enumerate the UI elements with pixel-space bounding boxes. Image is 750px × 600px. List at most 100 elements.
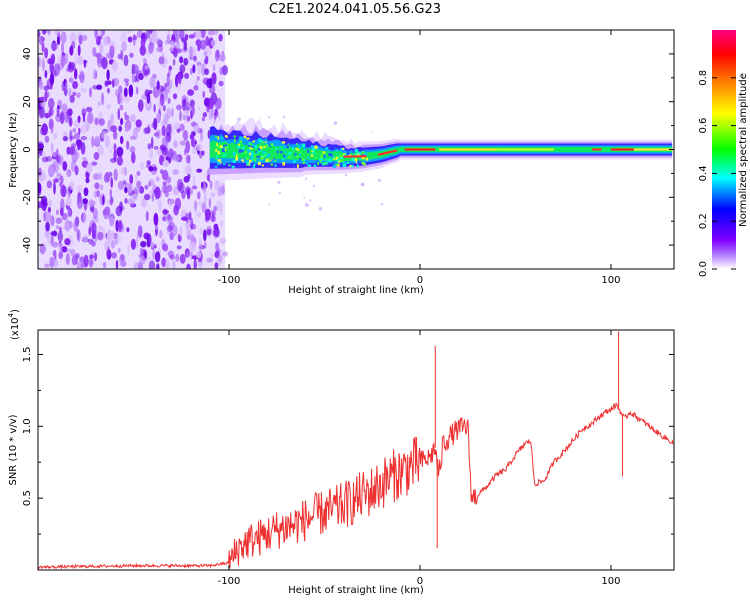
noise-blob: [100, 184, 104, 191]
snr-background: [38, 330, 674, 570]
band-speck: [246, 137, 250, 140]
band-speck: [254, 158, 257, 162]
noise-blob: [104, 241, 108, 251]
band-speck: [298, 153, 302, 156]
band-speck: [294, 159, 298, 162]
noise-blob: [50, 215, 55, 227]
band-speck: [341, 147, 345, 150]
noise-blob: [88, 199, 95, 208]
noise-blob: [41, 123, 48, 136]
band-speck: [266, 156, 269, 159]
noise-blob: [118, 247, 121, 254]
noise-blob: [123, 180, 127, 185]
band-speck: [336, 163, 340, 167]
colorbar-ticks: 0.0 0.2 0.4 0.6 0.8: [698, 70, 736, 277]
noise-blob: [220, 220, 223, 227]
noise-blob: [38, 106, 45, 119]
noise-blob: [82, 211, 87, 224]
noise-blob: [124, 186, 128, 194]
band-speck: [224, 148, 227, 151]
noise-blob: [138, 103, 142, 109]
noise-blob: [210, 39, 216, 47]
noise-blob: [82, 234, 89, 243]
noise-blob: [167, 97, 171, 104]
noise-blob: [185, 103, 191, 108]
noise-blob: [211, 72, 217, 85]
noise-blob: [196, 61, 202, 67]
band-speck: [312, 145, 316, 149]
band-speck: [255, 145, 258, 149]
noise-blob: [161, 185, 165, 193]
noise-blob: [195, 39, 202, 47]
noise-blob: [39, 243, 46, 255]
noise-blob: [44, 47, 48, 59]
band-speck: [346, 161, 350, 164]
noise-blob: [67, 63, 75, 73]
band-speck: [251, 144, 255, 148]
noise-blob: [88, 226, 92, 235]
noise-blob: [64, 238, 71, 246]
noise-blob: [221, 185, 225, 195]
noise-blob: [78, 34, 83, 45]
noise-blob: [101, 57, 108, 70]
band-speck: [356, 164, 359, 168]
noise-blob: [155, 129, 161, 139]
noise-blob: [71, 255, 77, 266]
noise-blob: [93, 152, 100, 160]
spectrogram-axes: -100 0 100 -40 -20 0 20 40: [22, 29, 674, 286]
noise-blob: [191, 185, 198, 190]
noise-blob: [126, 227, 130, 233]
svg-text:(x104): (x104): [7, 309, 21, 340]
noise-blob: [179, 226, 183, 237]
noise-speck: [377, 178, 382, 182]
noise-blob: [109, 216, 115, 227]
band-speck: [258, 147, 261, 151]
noise-blob: [156, 80, 160, 90]
noise-blob: [95, 118, 102, 124]
noise-blob: [204, 57, 209, 65]
noise-blob: [124, 95, 131, 103]
noise-blob: [77, 115, 81, 123]
spectrogram-y-tick-label: 0: [22, 146, 33, 152]
band-speck: [349, 165, 352, 168]
band-speck: [250, 142, 252, 146]
noise-blob: [219, 203, 223, 216]
band-speck: [307, 164, 312, 167]
noise-blob: [147, 124, 151, 134]
band-speck: [219, 134, 221, 139]
band-speck: [224, 135, 228, 138]
noise-speck: [380, 203, 384, 206]
noise-blob: [176, 178, 183, 192]
noise-blob: [154, 186, 161, 200]
band-speck: [359, 160, 362, 164]
noise-blob: [44, 70, 48, 79]
band-speck: [307, 155, 310, 159]
band-speck: [296, 155, 300, 158]
noise-blob: [41, 42, 45, 53]
noise-blob: [54, 30, 61, 37]
noise-blob: [207, 47, 212, 56]
noise-blob: [172, 260, 176, 269]
noise-blob: [45, 221, 50, 232]
band-speck: [297, 148, 300, 151]
noise-blob: [160, 93, 164, 100]
noise-blob: [47, 30, 51, 36]
noise-blob: [69, 31, 77, 44]
noise-blob: [200, 128, 204, 142]
noise-blob: [162, 208, 168, 216]
noise-blob: [183, 130, 188, 141]
noise-blob: [69, 129, 73, 142]
noise-blob: [133, 186, 140, 195]
noise-blob: [62, 184, 65, 197]
noise-blob: [115, 259, 119, 269]
noise-blob: [189, 217, 194, 230]
band-speck: [217, 159, 221, 162]
noise-blob: [164, 82, 170, 88]
noise-blob: [97, 144, 104, 156]
band-speck: [222, 145, 226, 147]
band-speck: [240, 161, 243, 164]
band-speck: [222, 163, 226, 165]
noise-blob: [80, 123, 87, 134]
noise-blob: [214, 262, 219, 269]
noise-speck: [303, 196, 306, 199]
